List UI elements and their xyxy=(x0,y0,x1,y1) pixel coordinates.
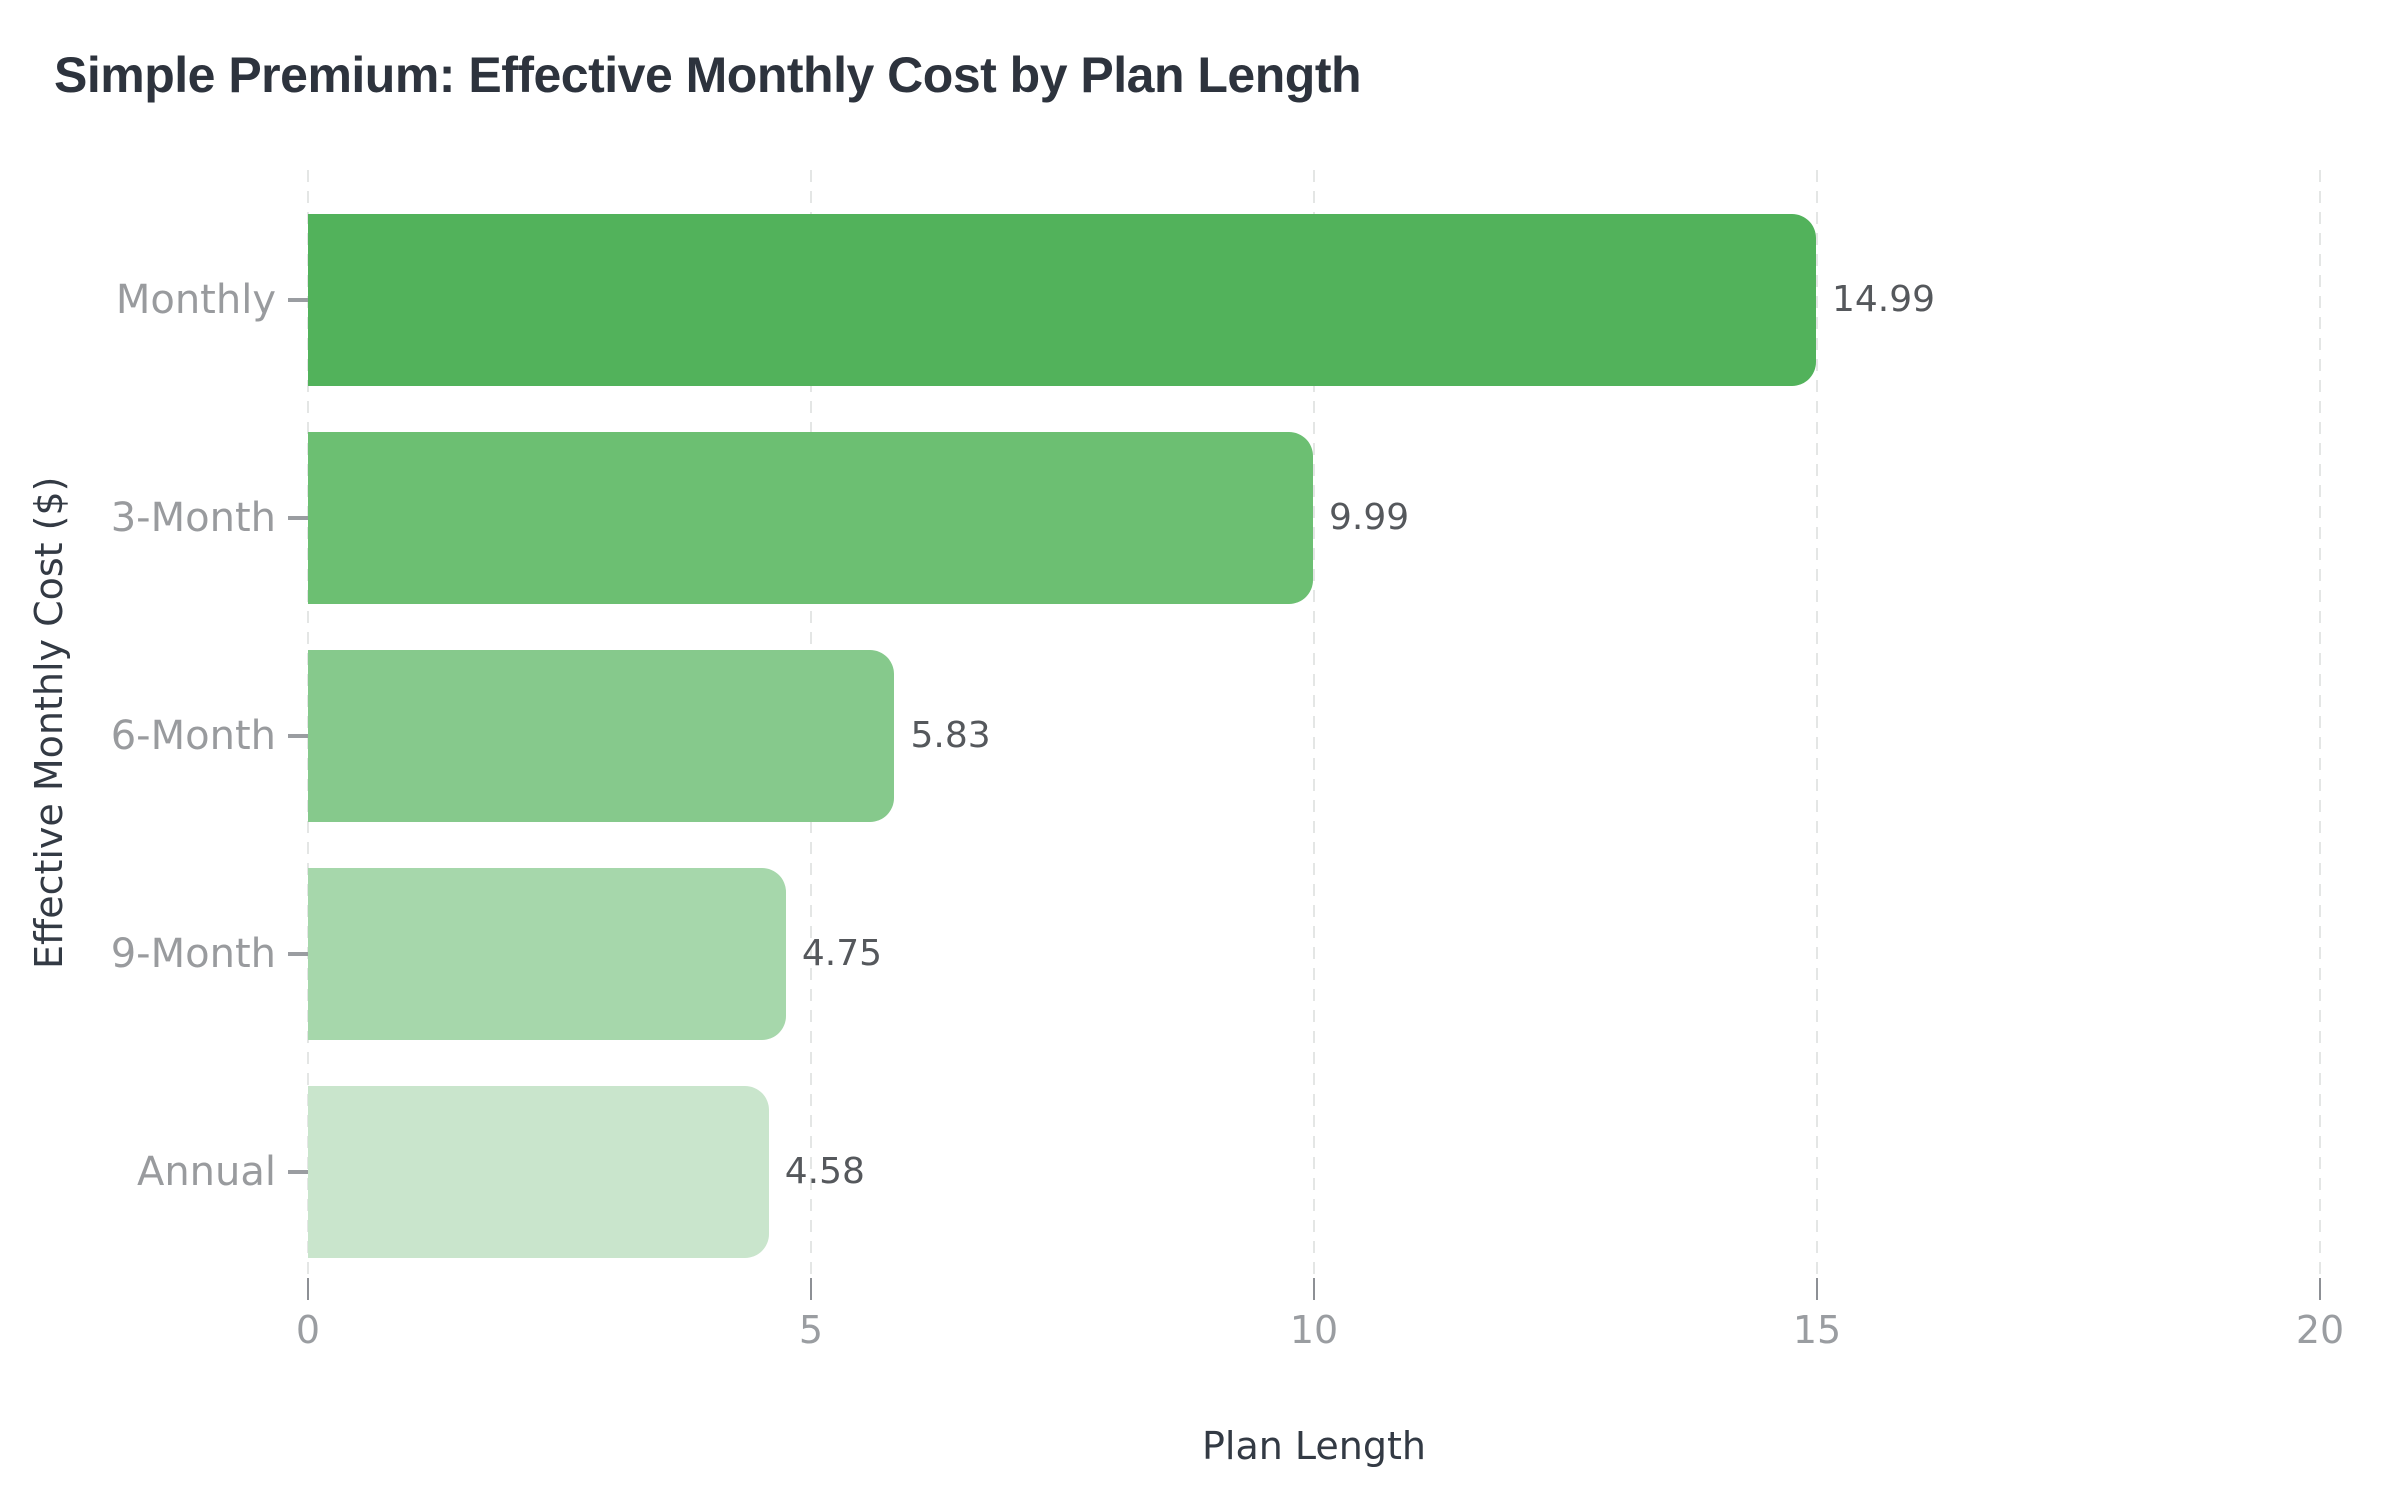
y-tick-mark-monthly xyxy=(288,298,308,302)
category-label-6-month: 6-Month xyxy=(110,713,276,759)
category-label-annual: Annual xyxy=(136,1149,276,1195)
value-label-3-month: 9.99 xyxy=(1328,497,1410,538)
x-tick-label-10: 10 xyxy=(1289,1308,1339,1352)
x-tick-label-20: 20 xyxy=(2295,1308,2345,1352)
value-label-annual: 4.58 xyxy=(784,1151,865,1192)
x-tick-mark-20 xyxy=(2319,1278,2321,1300)
x-tick-label-5: 5 xyxy=(798,1308,824,1352)
y-tick-mark-annual xyxy=(288,1170,308,1174)
bar-6-month xyxy=(308,650,895,822)
y-tick-mark-6-month xyxy=(288,734,308,738)
gridline-x-20 xyxy=(2319,170,2321,1278)
bar-monthly xyxy=(308,214,1816,386)
x-tick-mark-15 xyxy=(1816,1278,1818,1300)
y-tick-mark-9-month xyxy=(288,952,308,956)
x-axis-label: Plan Length xyxy=(1202,1424,1426,1468)
x-tick-mark-5 xyxy=(810,1278,812,1300)
category-label-monthly: Monthly xyxy=(115,277,276,323)
bar-3-month xyxy=(308,432,1313,604)
chart-title: Simple Premium: Effective Monthly Cost b… xyxy=(54,47,1362,103)
x-tick-mark-10 xyxy=(1313,1278,1315,1300)
x-tick-label-15: 15 xyxy=(1792,1308,1842,1352)
x-tick-mark-0 xyxy=(307,1278,309,1300)
category-label-3-month: 3-Month xyxy=(110,495,276,541)
gridline-x-15 xyxy=(1816,170,1818,1278)
x-tick-label-0: 0 xyxy=(295,1308,321,1352)
bar-9-month xyxy=(308,868,786,1040)
value-label-9-month: 4.75 xyxy=(801,933,882,974)
category-label-9-month: 9-Month xyxy=(110,931,276,977)
y-tick-mark-3-month xyxy=(288,516,308,520)
value-label-monthly: 14.99 xyxy=(1831,279,1936,320)
value-label-6-month: 5.83 xyxy=(910,715,991,756)
gridline-x-10 xyxy=(1313,170,1315,1278)
bar-annual xyxy=(308,1086,769,1258)
